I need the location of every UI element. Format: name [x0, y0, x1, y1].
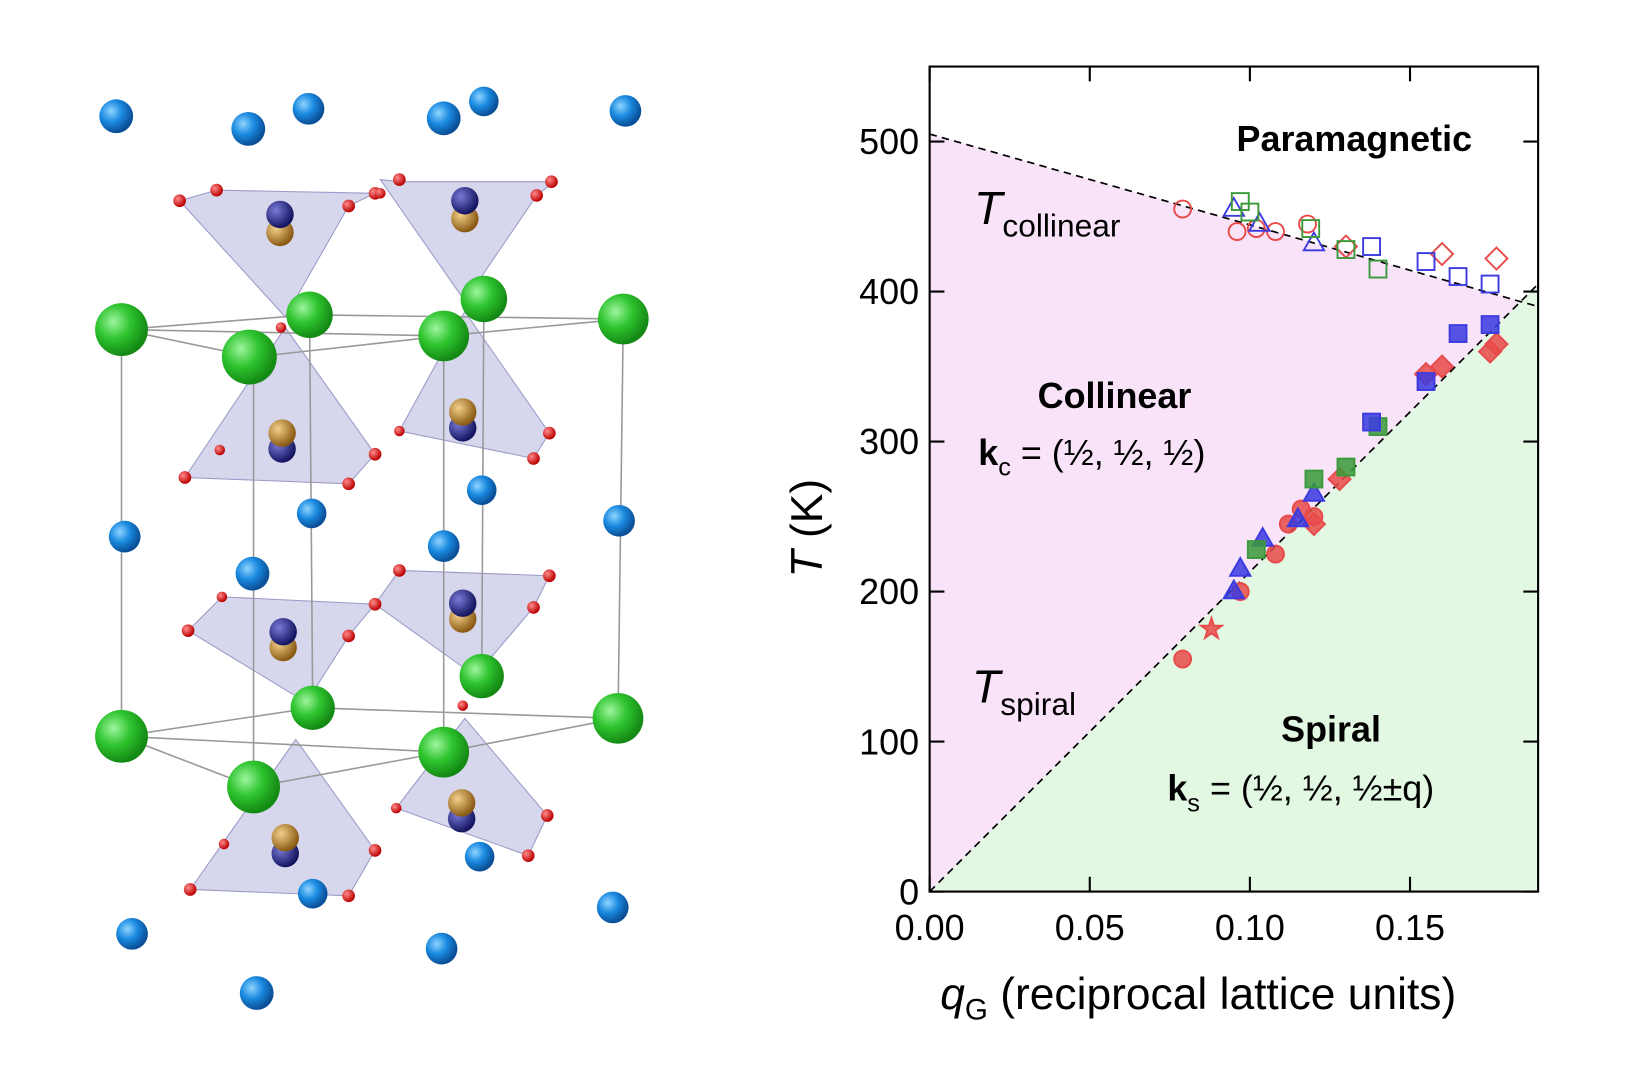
data-point	[1247, 211, 1272, 232]
label-collinear: Collinear	[1038, 375, 1192, 416]
y-tick-label: 500	[859, 121, 919, 162]
data-point	[1266, 544, 1285, 564]
data-point	[1240, 202, 1260, 222]
x-tick-label: 0.15	[1375, 907, 1445, 948]
y-axis-label: T (K)	[783, 479, 832, 578]
data-point	[1336, 457, 1356, 477]
y-tick-label: 300	[859, 421, 919, 462]
data-point	[1448, 267, 1468, 286]
x-tick-label: 0.10	[1215, 907, 1285, 948]
data-point	[1173, 199, 1193, 219]
data-point	[1480, 274, 1500, 294]
data-point	[1362, 412, 1381, 432]
data-point	[1429, 241, 1455, 267]
data-point	[1368, 259, 1388, 279]
y-tick-label: 200	[859, 571, 919, 612]
data-point	[1416, 372, 1436, 391]
x-tick-label: 0.05	[1055, 907, 1125, 948]
label-paramagnetic: Paramagnetic	[1237, 118, 1472, 159]
data-point	[1302, 230, 1326, 252]
data-point	[1416, 252, 1436, 271]
data-point	[1198, 615, 1225, 641]
label-t-spiral: Tspiral	[972, 660, 1076, 722]
data-point	[1484, 246, 1509, 271]
phase-diagram: 0.00 0.05 0.10 0.15 0 100 200 300 400 500	[859, 65, 1540, 948]
data-point	[1448, 324, 1468, 343]
plot-frame	[928, 65, 1540, 893]
data-point	[1429, 354, 1455, 379]
label-t-collinear: Tcollinear	[974, 182, 1121, 244]
phase-boundary	[929, 283, 1539, 892]
data-point	[1301, 219, 1321, 238]
data-point	[1230, 192, 1250, 211]
data-point	[1222, 578, 1246, 600]
label-kc: kc = (½, ½, ½)	[978, 432, 1205, 482]
data-point	[1301, 511, 1327, 537]
data-point	[1298, 214, 1317, 234]
data-point	[1484, 331, 1509, 357]
data-point	[1304, 469, 1324, 489]
data-point	[1480, 315, 1500, 334]
region-collinear	[929, 134, 1539, 892]
phase-boundary	[929, 133, 1539, 308]
crystal-structure	[95, 86, 649, 1010]
y-tick-label: 0	[899, 871, 919, 912]
data-point	[1302, 481, 1326, 502]
label-ks: ks = (½, ½, ½±q)	[1167, 768, 1434, 818]
data-point	[1227, 222, 1247, 241]
data-point	[1336, 240, 1356, 259]
data-point	[1362, 237, 1381, 256]
data-point	[1222, 196, 1246, 217]
data-point	[1246, 540, 1266, 559]
data-point	[1228, 556, 1253, 577]
data-point	[1286, 506, 1310, 528]
y-tick-label: 400	[859, 271, 919, 312]
data-point	[1173, 649, 1193, 669]
label-spiral: Spiral	[1281, 709, 1381, 750]
x-axis-label: qG (reciprocal lattice units)	[940, 970, 1456, 1027]
x-tick-label: 0.00	[895, 907, 965, 948]
y-tick-label: 100	[859, 721, 919, 762]
